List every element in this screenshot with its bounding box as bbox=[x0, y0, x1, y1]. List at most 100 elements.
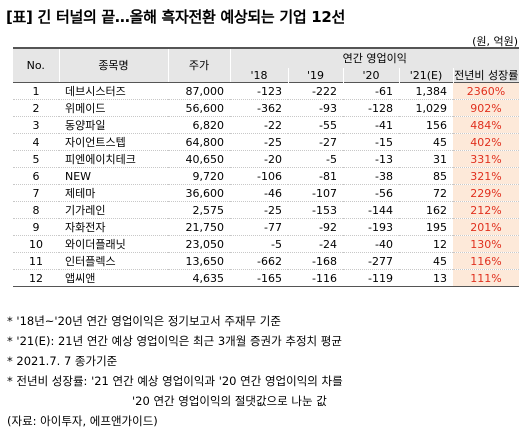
cell-no: 9 bbox=[13, 218, 59, 236]
cell-op-2020: -277 bbox=[343, 252, 399, 270]
table-row: 6 NEW 9,720 -106 -81 -38 85 321% bbox=[13, 167, 520, 185]
cell-op-2021e: 12 bbox=[399, 235, 453, 253]
table-row: 8 기가레인 2,575 -25 -153 -144 162 212% bbox=[13, 201, 520, 219]
cell-price: 56,600 bbox=[168, 99, 230, 117]
cell-op-2019: -5 bbox=[288, 150, 343, 168]
cell-op-2019: -168 bbox=[288, 252, 343, 270]
cell-op-2019: -24 bbox=[288, 235, 343, 253]
cell-op-2021e: 156 bbox=[399, 116, 453, 134]
header-growth: 전년비 성장률 bbox=[453, 68, 520, 83]
footnote-4-continued: '20 연간 영업이익의 절댓값으로 나눈 값 bbox=[132, 394, 327, 408]
cell-price: 87,000 bbox=[168, 82, 230, 100]
table-row: 1 데브시스터즈 87,000 -123 -222 -61 1,384 2360% bbox=[13, 82, 520, 100]
cell-op-2021e: 85 bbox=[399, 167, 453, 185]
cell-op-2018: -20 bbox=[230, 150, 288, 168]
cell-op-2019: -93 bbox=[288, 99, 343, 117]
cell-price: 2,575 bbox=[168, 201, 230, 219]
cell-price: 40,650 bbox=[168, 150, 230, 168]
cell-op-2018: -5 bbox=[230, 235, 288, 253]
cell-name: 데브시스터즈 bbox=[59, 82, 168, 100]
header-name: 종목명 bbox=[59, 48, 169, 83]
cell-op-2019: -92 bbox=[288, 218, 343, 236]
cell-op-2021e: 162 bbox=[399, 201, 453, 219]
cell-price: 36,600 bbox=[168, 184, 230, 202]
cell-growth: 331% bbox=[453, 150, 520, 168]
cell-no: 6 bbox=[13, 167, 59, 185]
cell-name: NEW bbox=[59, 167, 168, 185]
footnote-4: * 전년비 성장률: '21 연간 예상 영업이익과 '20 연간 영업이익의 … bbox=[7, 374, 343, 388]
cell-op-2018: -123 bbox=[230, 82, 288, 100]
cell-op-2021e: 195 bbox=[399, 218, 453, 236]
cell-op-2019: -153 bbox=[288, 201, 343, 219]
unit-label: (원, 억원) bbox=[472, 35, 518, 48]
cell-op-2020: -61 bbox=[343, 82, 399, 100]
table-row: 11 인터플렉스 13,650 -662 -168 -277 45 116% bbox=[13, 252, 520, 270]
table-row: 5 피엔에이치테크 40,650 -20 -5 -13 31 331% bbox=[13, 150, 520, 168]
cell-no: 7 bbox=[13, 184, 59, 202]
table-row: 2 위메이드 56,600 -362 -93 -128 1,029 902% bbox=[13, 99, 520, 117]
header-y20: '20 bbox=[343, 68, 400, 83]
cell-no: 2 bbox=[13, 99, 59, 117]
header-op-income-group: 연간 영업이익 bbox=[230, 48, 520, 68]
footnote-3: * 2021.7. 7 종가기준 bbox=[7, 354, 118, 368]
source-note: (자료: 아이투자, 에프앤가이드) bbox=[7, 414, 158, 428]
cell-name: 위메이드 bbox=[59, 99, 168, 117]
header-y19: '19 bbox=[288, 68, 344, 83]
cell-op-2021e: 72 bbox=[399, 184, 453, 202]
cell-no: 1 bbox=[13, 82, 59, 100]
cell-name: 앱씨앤 bbox=[59, 269, 168, 287]
cell-growth: 130% bbox=[453, 235, 520, 253]
cell-op-2018: -77 bbox=[230, 218, 288, 236]
cell-op-2021e: 31 bbox=[399, 150, 453, 168]
cell-op-2019: -222 bbox=[288, 82, 343, 100]
footnotes: * '18년~'20년 연간 영업이익은 정기보고서 주재무 기준 * '21(… bbox=[7, 311, 343, 431]
cell-price: 4,635 bbox=[168, 269, 230, 287]
cell-op-2018: -46 bbox=[230, 184, 288, 202]
header-y18: '18 bbox=[230, 68, 289, 83]
cell-name: 인터플렉스 bbox=[59, 252, 168, 270]
cell-op-2019: -107 bbox=[288, 184, 343, 202]
cell-op-2020: -193 bbox=[343, 218, 399, 236]
company-table: No. 종목명 주가 연간 영업이익 '18 '19 '20 '21(E) 전년… bbox=[13, 47, 520, 287]
cell-no: 5 bbox=[13, 150, 59, 168]
cell-price: 21,750 bbox=[168, 218, 230, 236]
table-row: 10 와이더플래닛 23,050 -5 -24 -40 12 130% bbox=[13, 235, 520, 253]
cell-name: 피엔에이치테크 bbox=[59, 150, 168, 168]
cell-growth: 212% bbox=[453, 201, 520, 219]
cell-op-2018: -165 bbox=[230, 269, 288, 287]
cell-no: 12 bbox=[13, 269, 59, 287]
cell-op-2018: -106 bbox=[230, 167, 288, 185]
cell-op-2021e: 1,029 bbox=[399, 99, 453, 117]
cell-no: 10 bbox=[13, 235, 59, 253]
cell-op-2020: -128 bbox=[343, 99, 399, 117]
table-row: 9 자화전자 21,750 -77 -92 -193 195 201% bbox=[13, 218, 520, 236]
header-no: No. bbox=[13, 48, 60, 83]
cell-op-2020: -15 bbox=[343, 133, 399, 151]
cell-no: 3 bbox=[13, 116, 59, 134]
cell-name: 동양파일 bbox=[59, 116, 168, 134]
cell-growth: 201% bbox=[453, 218, 520, 236]
cell-growth: 2360% bbox=[453, 82, 520, 100]
cell-price: 6,820 bbox=[168, 116, 230, 134]
cell-growth: 321% bbox=[453, 167, 520, 185]
cell-op-2019: -55 bbox=[288, 116, 343, 134]
cell-name: 자이언트스텝 bbox=[59, 133, 168, 151]
cell-op-2020: -38 bbox=[343, 167, 399, 185]
table-row: 7 제테마 36,600 -46 -107 -56 72 229% bbox=[13, 184, 520, 202]
cell-growth: 402% bbox=[453, 133, 520, 151]
cell-op-2020: -119 bbox=[343, 269, 399, 287]
table-row: 12 앱씨앤 4,635 -165 -116 -119 13 111% bbox=[13, 269, 520, 287]
cell-growth: 484% bbox=[453, 116, 520, 134]
cell-name: 기가레인 bbox=[59, 201, 168, 219]
footnote-1: * '18년~'20년 연간 영업이익은 정기보고서 주재무 기준 bbox=[7, 314, 281, 328]
cell-op-2018: -25 bbox=[230, 133, 288, 151]
cell-growth: 902% bbox=[453, 99, 520, 117]
cell-op-2019: -27 bbox=[288, 133, 343, 151]
cell-name: 제테마 bbox=[59, 184, 168, 202]
cell-op-2019: -116 bbox=[288, 269, 343, 287]
table-row: 3 동양파일 6,820 -22 -55 -41 156 484% bbox=[13, 116, 520, 134]
cell-op-2020: -56 bbox=[343, 184, 399, 202]
header-price: 주가 bbox=[168, 48, 231, 83]
cell-no: 8 bbox=[13, 201, 59, 219]
